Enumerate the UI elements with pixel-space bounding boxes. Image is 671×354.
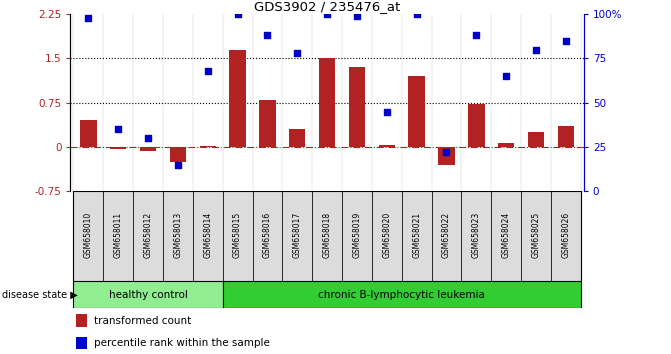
Point: [113, 126, 123, 132]
Bar: [199, 146, 216, 147]
Bar: [282, 191, 312, 281]
Text: GSM658024: GSM658024: [502, 211, 511, 258]
Text: GSM658011: GSM658011: [113, 211, 123, 258]
Bar: [319, 58, 336, 147]
Point: [262, 33, 273, 38]
Bar: [402, 191, 431, 281]
Bar: [468, 104, 484, 147]
Bar: [103, 191, 133, 281]
Text: GSM658025: GSM658025: [531, 211, 541, 258]
Bar: [312, 191, 342, 281]
Point: [441, 149, 452, 155]
Point: [172, 162, 183, 167]
Point: [352, 13, 362, 19]
Title: GDS3902 / 235476_at: GDS3902 / 235476_at: [254, 0, 400, 13]
Bar: [76, 337, 87, 349]
Point: [471, 33, 482, 38]
Text: GSM658021: GSM658021: [412, 211, 421, 258]
Bar: [372, 191, 402, 281]
Point: [560, 38, 571, 44]
Point: [411, 11, 422, 17]
Point: [232, 11, 243, 17]
Text: GSM658023: GSM658023: [472, 211, 481, 258]
Bar: [462, 191, 491, 281]
Text: GSM658015: GSM658015: [233, 211, 242, 258]
Bar: [252, 191, 282, 281]
Bar: [491, 191, 521, 281]
Text: GSM658010: GSM658010: [84, 211, 93, 258]
Text: GSM658017: GSM658017: [293, 211, 302, 258]
Bar: [170, 147, 186, 162]
Text: GSM658026: GSM658026: [562, 211, 570, 258]
Text: GSM658016: GSM658016: [263, 211, 272, 258]
Bar: [133, 191, 163, 281]
Bar: [551, 191, 581, 281]
Bar: [163, 191, 193, 281]
Bar: [409, 76, 425, 147]
Bar: [73, 191, 103, 281]
Bar: [76, 314, 87, 327]
Bar: [349, 67, 365, 147]
Bar: [558, 126, 574, 147]
Point: [501, 73, 511, 79]
Text: GSM658020: GSM658020: [382, 211, 391, 258]
Bar: [73, 281, 223, 308]
Text: GSM658018: GSM658018: [323, 211, 331, 258]
Bar: [521, 191, 551, 281]
Bar: [229, 50, 246, 147]
Point: [531, 47, 541, 52]
Point: [292, 50, 303, 56]
Bar: [259, 100, 276, 147]
Bar: [193, 191, 223, 281]
Text: GSM658022: GSM658022: [442, 211, 451, 258]
Bar: [438, 147, 455, 165]
Bar: [528, 132, 544, 147]
Text: GSM658014: GSM658014: [203, 211, 212, 258]
Text: GSM658019: GSM658019: [352, 211, 362, 258]
Point: [83, 15, 94, 21]
Text: GSM658013: GSM658013: [173, 211, 183, 258]
Point: [381, 109, 392, 114]
Bar: [140, 147, 156, 151]
Bar: [289, 129, 305, 147]
Text: transformed count: transformed count: [93, 316, 191, 326]
Text: percentile rank within the sample: percentile rank within the sample: [93, 338, 270, 348]
Bar: [378, 144, 395, 147]
Bar: [110, 147, 126, 149]
Point: [143, 135, 154, 141]
Bar: [223, 281, 581, 308]
Point: [203, 68, 213, 74]
Bar: [431, 191, 462, 281]
Point: [321, 11, 332, 17]
Bar: [80, 120, 97, 147]
Text: healthy control: healthy control: [109, 290, 187, 300]
Text: disease state ▶: disease state ▶: [2, 290, 78, 299]
Text: chronic B-lymphocytic leukemia: chronic B-lymphocytic leukemia: [318, 290, 485, 300]
Bar: [342, 191, 372, 281]
Text: GSM658012: GSM658012: [144, 211, 152, 258]
Bar: [223, 191, 252, 281]
Bar: [498, 143, 515, 147]
